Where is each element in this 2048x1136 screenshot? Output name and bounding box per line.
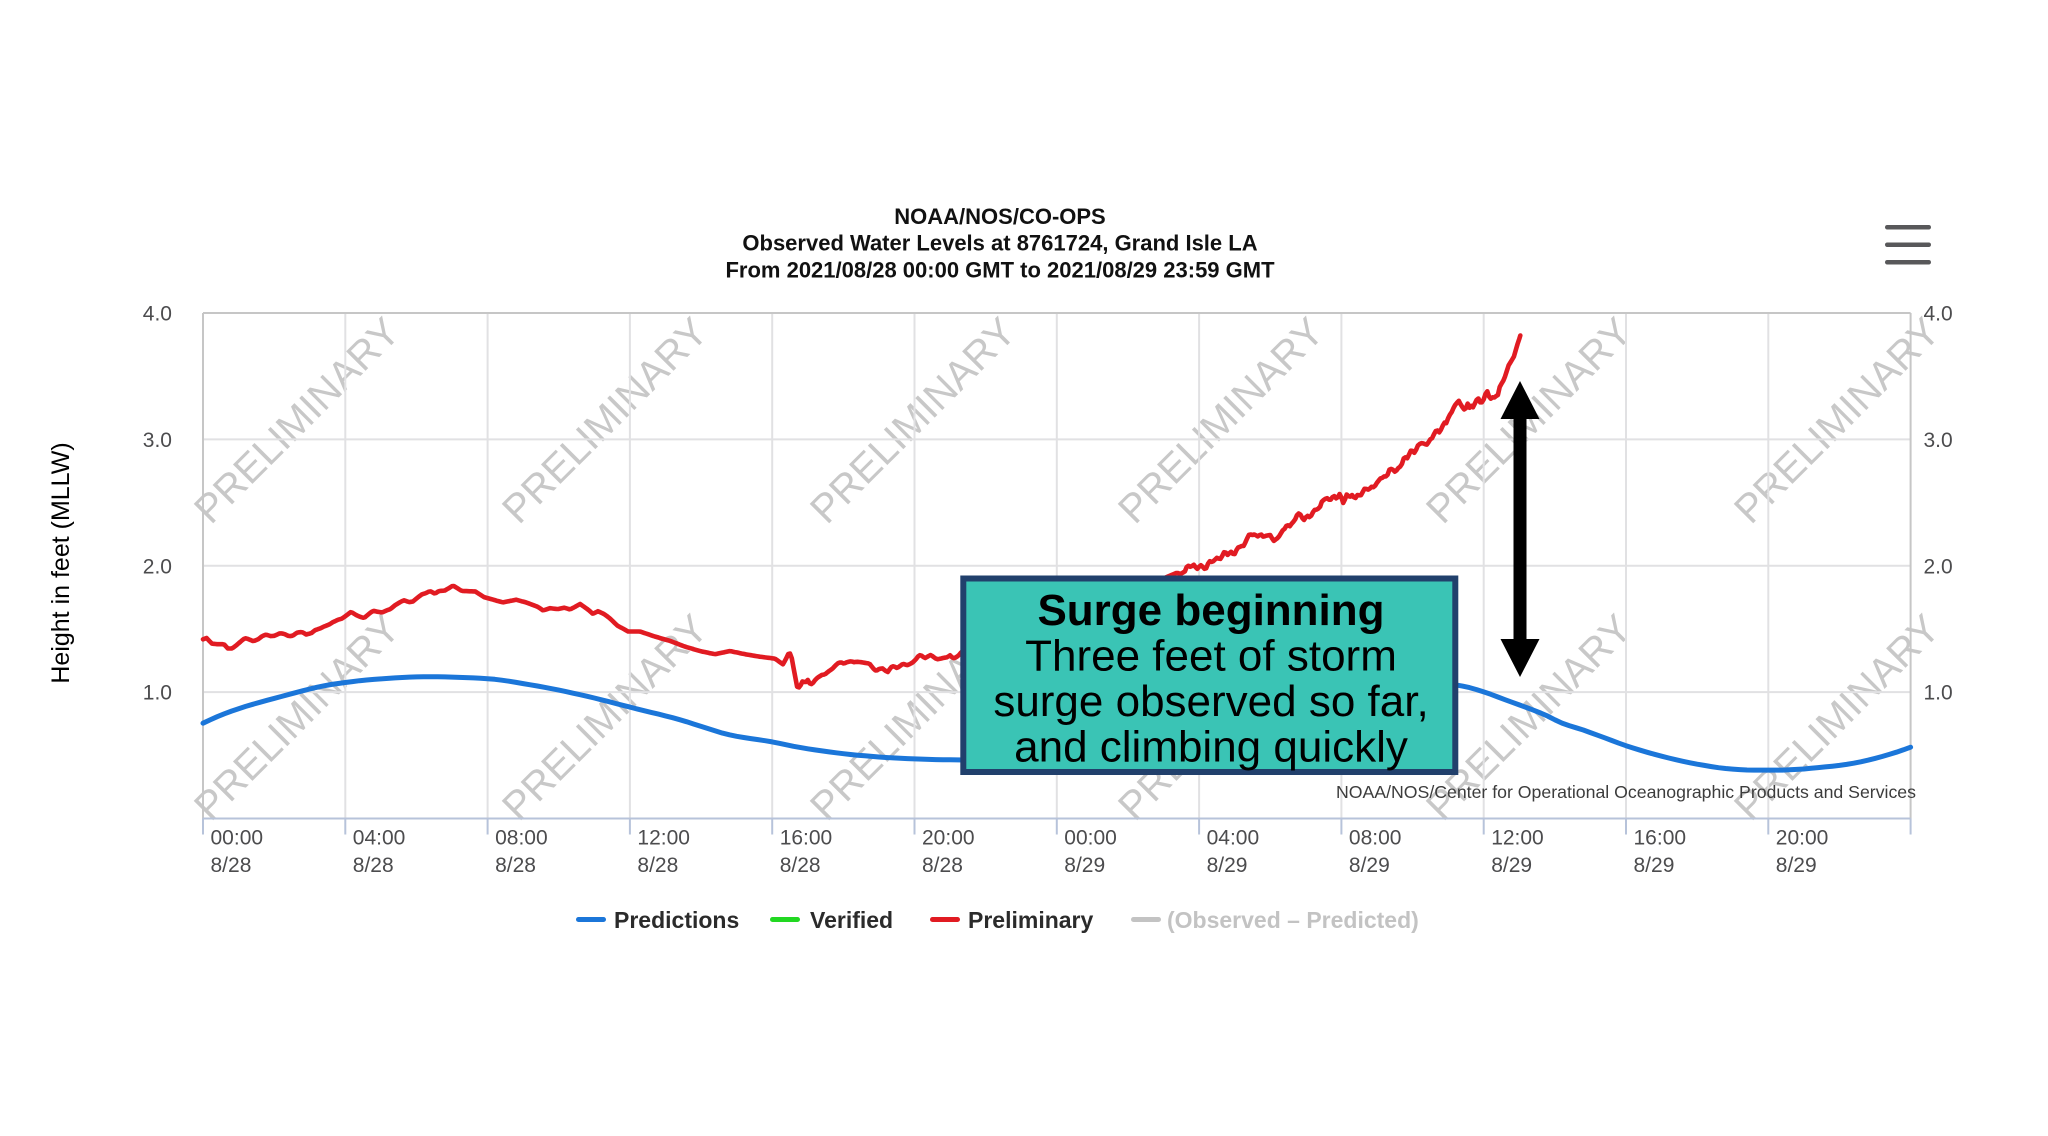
svg-text:08:00: 08:00 bbox=[495, 827, 548, 850]
svg-text:8/28: 8/28 bbox=[495, 854, 536, 877]
svg-text:04:00: 04:00 bbox=[1207, 827, 1260, 850]
svg-text:Verified: Verified bbox=[810, 907, 893, 933]
svg-text:NOAA/NOS/Center for Operationa: NOAA/NOS/Center for Operational Oceanogr… bbox=[1336, 782, 1916, 802]
svg-text:20:00: 20:00 bbox=[1776, 827, 1829, 850]
svg-text:8/29: 8/29 bbox=[1207, 854, 1248, 877]
svg-text:From 2021/08/28 00:00 GMT to 2: From 2021/08/28 00:00 GMT to 2021/08/29 … bbox=[725, 258, 1275, 283]
svg-text:3.0: 3.0 bbox=[1924, 429, 1953, 452]
svg-text:4.0: 4.0 bbox=[1924, 303, 1953, 326]
svg-text:8/28: 8/28 bbox=[637, 854, 678, 877]
svg-text:00:00: 00:00 bbox=[211, 827, 264, 850]
svg-text:8/28: 8/28 bbox=[922, 854, 963, 877]
svg-text:8/29: 8/29 bbox=[1064, 854, 1105, 877]
svg-text:Observed Water Levels at 87617: Observed Water Levels at 8761724, Grand … bbox=[742, 231, 1257, 256]
svg-text:8/29: 8/29 bbox=[1349, 854, 1390, 877]
svg-text:Three feet of storm: Three feet of storm bbox=[1025, 632, 1397, 681]
svg-text:(Observed – Predicted): (Observed – Predicted) bbox=[1167, 907, 1419, 933]
svg-text:16:00: 16:00 bbox=[1634, 827, 1687, 850]
svg-text:2.0: 2.0 bbox=[143, 555, 172, 578]
svg-text:8/28: 8/28 bbox=[211, 854, 252, 877]
svg-text:00:00: 00:00 bbox=[1064, 827, 1117, 850]
svg-text:12:00: 12:00 bbox=[1491, 827, 1544, 850]
svg-text:3.0: 3.0 bbox=[143, 429, 172, 452]
svg-text:Surge beginning: Surge beginning bbox=[1037, 586, 1384, 635]
svg-text:Height in feet (MLLW): Height in feet (MLLW) bbox=[47, 442, 75, 683]
svg-text:surge observed so far,: surge observed so far, bbox=[993, 677, 1428, 726]
svg-text:NOAA/NOS/CO-OPS: NOAA/NOS/CO-OPS bbox=[894, 204, 1105, 229]
svg-text:20:00: 20:00 bbox=[922, 827, 975, 850]
svg-text:8/29: 8/29 bbox=[1776, 854, 1817, 877]
svg-text:12:00: 12:00 bbox=[637, 827, 690, 850]
svg-text:and climbing quickly: and climbing quickly bbox=[1014, 723, 1408, 772]
svg-text:8/28: 8/28 bbox=[353, 854, 394, 877]
svg-text:1.0: 1.0 bbox=[143, 682, 172, 705]
svg-text:8/29: 8/29 bbox=[1634, 854, 1675, 877]
svg-text:16:00: 16:00 bbox=[780, 827, 833, 850]
svg-text:1.0: 1.0 bbox=[1924, 682, 1953, 705]
svg-text:4.0: 4.0 bbox=[143, 303, 172, 326]
svg-text:2.0: 2.0 bbox=[1924, 555, 1953, 578]
svg-text:Preliminary: Preliminary bbox=[968, 907, 1093, 933]
svg-text:8/29: 8/29 bbox=[1491, 854, 1532, 877]
svg-text:Predictions: Predictions bbox=[614, 907, 739, 933]
svg-text:08:00: 08:00 bbox=[1349, 827, 1402, 850]
svg-text:8/28: 8/28 bbox=[780, 854, 821, 877]
svg-text:04:00: 04:00 bbox=[353, 827, 406, 850]
